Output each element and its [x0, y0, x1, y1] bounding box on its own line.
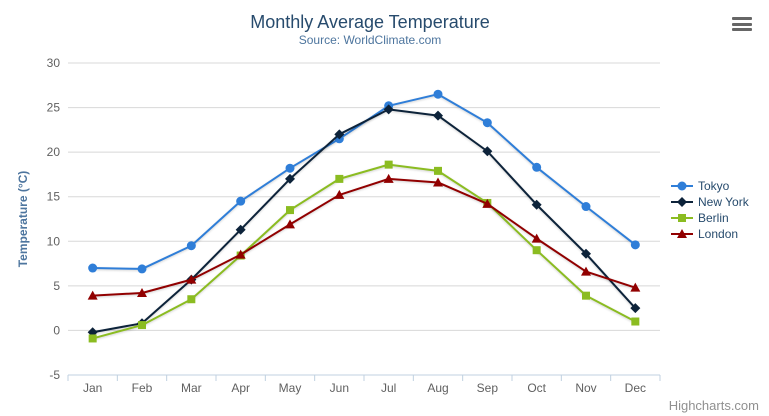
legend-label-new-york: New York [698, 195, 749, 209]
legend-label-berlin: Berlin [698, 211, 729, 225]
legend-item-london[interactable]: London [671, 227, 749, 241]
series-markers-new-york[interactable] [87, 104, 641, 338]
series-line-london[interactable] [91, 177, 637, 297]
series-london[interactable] [87, 173, 641, 300]
series-markers-tokyo[interactable] [88, 89, 640, 274]
x-tick-label: May [279, 381, 302, 395]
legend-item-berlin[interactable]: Berlin [671, 211, 749, 225]
y-tick-label: 0 [53, 323, 60, 337]
series-line-berlin[interactable] [91, 163, 637, 340]
legend-item-tokyo[interactable]: Tokyo [671, 179, 749, 193]
y-gridlines [68, 62, 660, 376]
legend-label-tokyo: Tokyo [698, 179, 730, 193]
credits-link[interactable]: Highcharts.com [668, 398, 759, 413]
y-tick-label: 20 [47, 145, 61, 159]
x-tick-label: Apr [231, 381, 250, 395]
legend-label-london: London [698, 227, 739, 241]
x-tick-label: Jan [83, 381, 102, 395]
x-axis-labels: Jan Feb Mar Apr May Jun Jul Aug Sep Oct Nov Dec [83, 381, 646, 395]
y-tick-label: 30 [47, 56, 61, 70]
x-axis [67, 374, 661, 381]
x-tick-label: Mar [181, 381, 202, 395]
chart-title: Monthly Average Temperature [250, 12, 490, 32]
diamond-marker-icon [671, 197, 693, 207]
triangle-marker-icon [671, 229, 693, 238]
y-tick-label: 25 [47, 101, 61, 115]
y-tick-label: 10 [47, 234, 61, 248]
y-axis-title: Temperature (°C) [16, 170, 30, 268]
series-new-york[interactable] [87, 104, 641, 338]
series-tokyo[interactable] [88, 89, 640, 274]
x-tick-label: Oct [527, 381, 546, 395]
series-markers-london[interactable] [87, 173, 641, 300]
series-line-tokyo[interactable] [91, 93, 637, 270]
x-tick-label: Aug [427, 381, 448, 395]
hamburger-icon[interactable] [729, 14, 755, 36]
series-line-new-york[interactable] [91, 108, 637, 334]
x-tick-label: Dec [625, 381, 646, 395]
legend-item-new-york[interactable]: New York [671, 195, 749, 209]
circle-marker-icon [671, 181, 693, 191]
x-tick-label: Jun [330, 381, 349, 395]
x-tick-label: Feb [132, 381, 153, 395]
y-tick-label: -5 [49, 368, 60, 382]
y-axis-labels: -5 0 5 10 15 20 25 30 [47, 56, 61, 382]
x-tick-label: Nov [575, 381, 596, 395]
x-tick-label: Jul [381, 381, 396, 395]
legend: Tokyo New York Berlin London [671, 179, 749, 241]
chart-subtitle: Source: WorldClimate.com [298, 33, 442, 47]
y-tick-label: 15 [47, 190, 61, 204]
x-tick-label: Sep [477, 381, 499, 395]
square-marker-icon [671, 214, 693, 222]
y-tick-label: 5 [53, 279, 60, 293]
